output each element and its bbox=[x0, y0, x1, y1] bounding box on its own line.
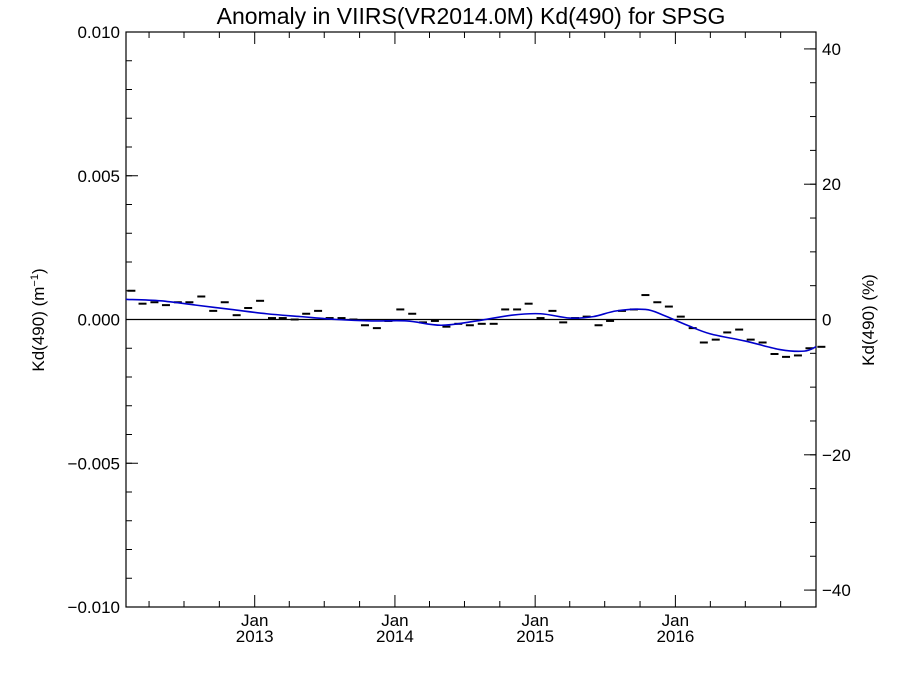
monthly-anomaly-markers bbox=[127, 289, 826, 358]
x-tick-month-label: Jan bbox=[521, 611, 548, 630]
x-tick-month-label: Jan bbox=[662, 611, 689, 630]
left-tick-label: −0.005 bbox=[68, 454, 120, 473]
chart-title: Anomaly in VIIRS(VR2014.0M) Kd(490) for … bbox=[217, 3, 726, 29]
left-tick-label: 0.010 bbox=[77, 23, 120, 42]
right-axis-label: Kd(490) (%) bbox=[859, 274, 878, 366]
left-axis-label-superscript: −1 bbox=[29, 274, 41, 287]
x-tick-month-label: Jan bbox=[241, 611, 268, 630]
left-tick-label: −0.010 bbox=[68, 598, 120, 617]
right-tick-label: −40 bbox=[822, 581, 851, 600]
right-tick-label: 20 bbox=[822, 175, 841, 194]
right-y-axis: 40 20 0 −20 −40 bbox=[804, 40, 851, 600]
x-tick-year-label: 2013 bbox=[236, 627, 274, 646]
left-tick-label: 0.005 bbox=[77, 167, 120, 186]
left-y-axis: 0.010 0.005 0.000 −0.005 −0.010 bbox=[68, 23, 138, 617]
right-tick-label: 0 bbox=[822, 311, 831, 330]
x-tick-year-label: 2016 bbox=[656, 627, 694, 646]
left-tick-label: 0.000 bbox=[77, 311, 120, 330]
left-axis-label-main: Kd(490) (m bbox=[29, 287, 48, 372]
x-tick-year-label: 2014 bbox=[376, 627, 414, 646]
left-axis-label-close: ) bbox=[29, 268, 48, 274]
x-tick-month-label: Jan bbox=[381, 611, 408, 630]
right-tick-label: 40 bbox=[822, 40, 841, 59]
smoothed-anomaly-line bbox=[125, 298, 817, 353]
x-tick-year-label: 2015 bbox=[516, 627, 554, 646]
left-axis-label: Kd(490) (m−1) bbox=[29, 268, 48, 371]
right-tick-label: −20 bbox=[822, 446, 851, 465]
